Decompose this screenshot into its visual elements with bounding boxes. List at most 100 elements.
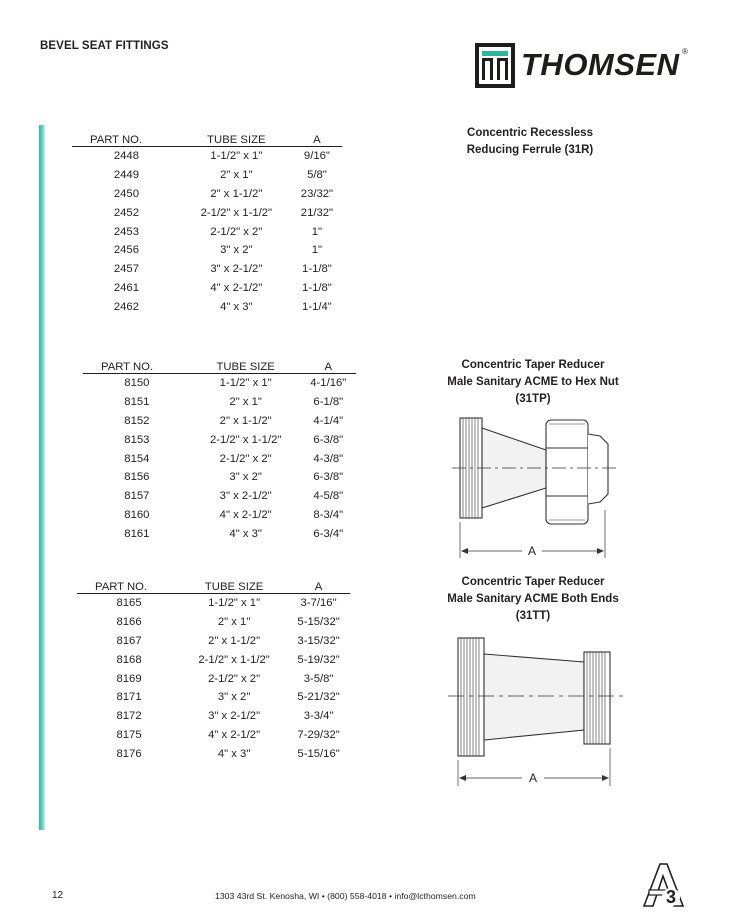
diagram-31tt-taper-reducer-both-ends: A	[448, 637, 624, 786]
cell-tube-size: 4" x 3"	[220, 300, 253, 313]
column-header-tube-size: TUBE SIZE	[181, 576, 288, 594]
cell-part-no: 8157	[124, 490, 150, 503]
cell-tube-size: 2" x 1"	[217, 616, 251, 629]
cell-a: 8-3/4"	[313, 508, 344, 521]
table-row: 8176 4" x 3" 5-15/16"	[77, 744, 350, 763]
cell-a: 6-3/8"	[313, 433, 344, 446]
caption-line: (31TP)	[515, 393, 551, 405]
cell-part-no: 8168	[116, 653, 142, 666]
cell-a: 1-1/8"	[302, 281, 332, 294]
cell-tube-size: 3" x 2-1/2"	[219, 490, 272, 503]
cell-part-no: 8152	[124, 414, 150, 427]
column-header-part-no: PART NO.	[77, 576, 182, 594]
cell-a: 5/8"	[307, 169, 327, 182]
cell-part-no: 8169	[116, 672, 142, 685]
cell-a: 1"	[311, 244, 323, 257]
section-badge-icon: 3	[642, 863, 685, 907]
cell-a: 6-1/8"	[313, 396, 344, 409]
dimension-label-a: A	[529, 771, 537, 785]
badge-number: 3	[666, 887, 676, 907]
table-header-row: PART NO. TUBE SIZE A	[83, 356, 356, 374]
cell-a: 6-3/8"	[313, 471, 344, 484]
caption-line: Male Sanitary ACME to Hex Nut	[447, 376, 619, 388]
cell-part-no: 2450	[113, 187, 139, 200]
table-row: 8165 1-1/2" x 1" 3-7/16"	[77, 594, 350, 613]
caption-31tt: Concentric Taper Reducer Male Sanitary A…	[418, 574, 648, 625]
column-header-part-no: PART NO.	[83, 356, 191, 374]
cell-part-no: 2456	[113, 244, 139, 257]
part-table-31r: PART NO. TUBE SIZE A 2448 1-1/2" x 1" 9/16…	[72, 129, 342, 316]
column-header-a: A	[287, 576, 350, 594]
cell-a: 7-29/32"	[297, 728, 340, 741]
cell-tube-size: 3" x 2"	[217, 691, 251, 704]
cell-a: 3-7/16"	[300, 597, 337, 610]
cell-tube-size: 2" x 1-1/2"	[208, 634, 261, 647]
cell-tube-size: 2-1/2" x 1-1/2"	[209, 433, 282, 446]
cell-a: 3-5/8"	[303, 672, 334, 685]
cell-tube-size: 3" x 2"	[220, 244, 253, 257]
cell-tube-size: 1-1/2" x 1"	[208, 597, 261, 610]
caption-line: Concentric Taper Reducer	[461, 576, 605, 588]
cell-part-no: 8175	[116, 728, 142, 741]
cell-tube-size: 2-1/2" x 1-1/2"	[200, 206, 273, 219]
cell-a: 1"	[311, 225, 323, 238]
cell-part-no: 8151	[124, 396, 150, 409]
cell-a: 23/32"	[300, 187, 334, 200]
table-row: 8161 4" x 3" 6-3/4"	[83, 524, 356, 543]
cell-part-no: 8156	[124, 471, 150, 484]
cell-a: 3-3/4"	[303, 710, 334, 723]
cell-tube-size: 4" x 3"	[229, 527, 262, 540]
cell-a: 5-15/16"	[297, 747, 340, 760]
table-row: 2457 3" x 2-1/2" 1-1/8"	[72, 260, 342, 279]
cell-part-no: 8154	[124, 452, 150, 465]
table-row: 2462 4" x 3" 1-1/4"	[72, 297, 342, 316]
column-header-a: A	[300, 356, 356, 374]
part-table-31tt: PART NO. TUBE SIZE A 8165 1-1/2" x 1" 3-7/…	[77, 576, 350, 763]
cell-a: 3-15/32"	[297, 634, 340, 647]
thomsen-logo: THOMSEN ®	[475, 43, 690, 88]
table-row: 8151 2" x 1" 6-1/8"	[83, 393, 356, 412]
cell-a: 21/32"	[300, 206, 334, 219]
caption-line: Concentric Recessless	[467, 127, 593, 139]
table-row: 8157 3" x 2-1/2" 4-5/8"	[83, 487, 356, 506]
caption-line: Male Sanitary ACME Both Ends	[447, 593, 619, 605]
cell-part-no: 8167	[116, 634, 142, 647]
cell-part-no: 8171	[116, 691, 142, 704]
cell-a: 4-1/4"	[313, 414, 344, 427]
cell-a: 5-15/32"	[297, 616, 340, 629]
cell-tube-size: 2" x 1"	[229, 396, 262, 409]
cell-tube-size: 1-1/2" x 1"	[219, 377, 272, 390]
table-row: 2456 3" x 2" 1"	[72, 241, 342, 260]
cell-part-no: 2452	[113, 206, 139, 219]
table-row: 8172 3" x 2-1/2" 3-3/4"	[77, 707, 350, 726]
cell-a: 5-21/32"	[297, 691, 340, 704]
thomsen-t-logo-icon	[475, 43, 515, 88]
cell-tube-size: 2-1/2" x 2"	[219, 452, 272, 465]
table-row: 8175 4" x 2-1/2" 7-29/32"	[77, 726, 350, 745]
cell-part-no: 8161	[124, 527, 150, 540]
cell-tube-size: 2-1/2" x 1-1/2"	[198, 653, 270, 666]
cell-a: 4-5/8"	[313, 490, 344, 503]
table-header-row: PART NO. TUBE SIZE A	[77, 576, 350, 594]
logo-registered-mark: ®	[682, 47, 688, 56]
cell-a: 9/16"	[303, 150, 330, 163]
dimension-label-a: A	[528, 544, 536, 558]
cell-a: 6-3/4"	[313, 527, 344, 540]
caption-line: Reducing Ferrule (31R)	[466, 144, 594, 156]
table-row: 2450 2" x 1-1/2" 23/32"	[72, 185, 342, 204]
table-row: 8153 2-1/2" x 1-1/2" 6-3/8"	[83, 430, 356, 449]
cell-part-no: 2457	[113, 263, 139, 276]
cell-tube-size: 2" x 1-1/2"	[219, 414, 272, 427]
cell-tube-size: 3" x 2"	[229, 471, 262, 484]
caption-line: Concentric Taper Reducer	[461, 359, 605, 371]
cell-tube-size: 3" x 2-1/2"	[208, 710, 261, 723]
table-row: 8160 4" x 2-1/2" 8-3/4"	[83, 506, 356, 525]
cell-tube-size: 2" x 1"	[220, 169, 253, 182]
side-accent-bar	[39, 125, 45, 830]
diagram-31tp-taper-reducer-hex-nut: A	[452, 417, 616, 558]
cell-part-no: 2453	[113, 225, 139, 238]
table-row: 8166 2" x 1" 5-15/32"	[77, 613, 350, 632]
cell-part-no: 8165	[116, 597, 142, 610]
column-header-tube-size: TUBE SIZE	[190, 356, 301, 374]
cell-tube-size: 4" x 2-1/2"	[219, 508, 272, 521]
